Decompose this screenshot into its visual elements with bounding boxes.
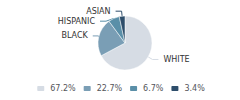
svg-text:HISPANIC: HISPANIC [58, 17, 96, 26]
svg-text:WHITE: WHITE [163, 55, 189, 64]
svg-text:67.2%: 67.2% [50, 84, 76, 93]
svg-text:BLACK: BLACK [61, 31, 88, 40]
svg-text:3.4%: 3.4% [184, 84, 205, 93]
svg-text:22.7%: 22.7% [97, 84, 123, 93]
svg-text:6.7%: 6.7% [143, 84, 164, 93]
svg-text:ASIAN: ASIAN [86, 7, 110, 16]
